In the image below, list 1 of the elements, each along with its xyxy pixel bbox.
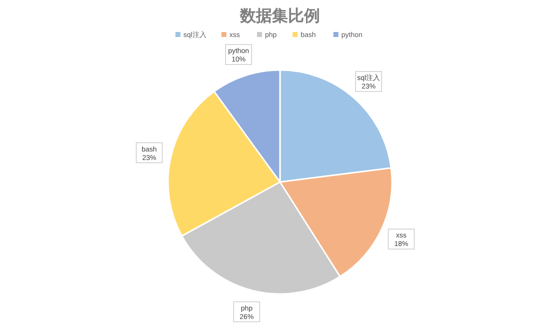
chart-title: 数据集比例 [239,7,320,25]
